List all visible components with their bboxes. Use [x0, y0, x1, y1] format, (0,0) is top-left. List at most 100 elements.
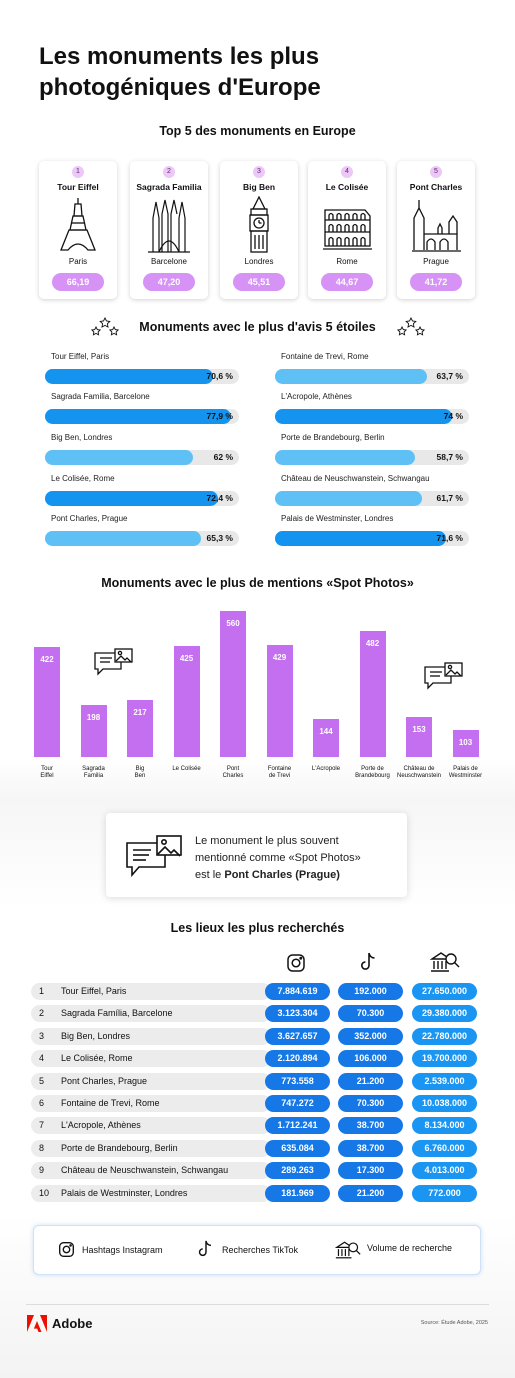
tiktok-value: 70.300: [338, 1095, 403, 1112]
rank-badge: 3: [253, 166, 265, 178]
rating-label: Fontaine de Trevi, Rome: [281, 352, 369, 361]
rating-label: Tour Eiffel, Paris: [51, 352, 110, 361]
row-name: Le Colisée, Rome: [61, 1053, 133, 1064]
monument-card: 3 Big Ben Londres 45,51: [220, 161, 298, 299]
search-volume-value: 29.380.000: [412, 1005, 477, 1023]
chart-bar: [80, 705, 107, 757]
ratings-heading: Monuments avec le plus d'avis 5 étoiles: [139, 320, 376, 334]
rating-value: 63,7 %: [436, 371, 463, 381]
category-label-line: Sagrada: [82, 766, 105, 772]
instagram-value: 289.263: [265, 1162, 330, 1180]
row-name: Fontaine de Trevi, Rome: [61, 1098, 160, 1108]
tiktok-icon: [359, 951, 379, 978]
bar-value-label: 560: [226, 619, 240, 628]
row-rank: 1: [39, 986, 45, 996]
table-row: 5 Pont Charles, Prague 773.558 21.200 2.539.…: [31, 1072, 481, 1090]
table-row: 1 Tour Eiffel, Paris 7.884.619 192.000 27.65…: [31, 983, 481, 1000]
monument-score: 66,19: [52, 273, 104, 291]
instagram-value: 7.884.619: [265, 983, 330, 1000]
monument-score: 45,51: [233, 273, 285, 291]
category-label: L'Acropole: [300, 766, 352, 773]
monument-name: Tour Eiffel: [57, 182, 99, 192]
chart-bar: [34, 646, 60, 757]
bar-value-label: 425: [179, 654, 194, 664]
monument-city: Paris: [68, 257, 88, 266]
row-rank: 4: [39, 1053, 45, 1064]
monument-card: 4 Le Colisée Rome 44,67: [308, 161, 386, 299]
table-row: 10 Palais de Westminster, Londres 181.969 2…: [31, 1184, 481, 1202]
bar-value-label: 422: [40, 654, 54, 664]
row-background: [31, 1139, 271, 1157]
search-volume-value: 2.539.000: [412, 1072, 477, 1090]
category-label: Sagrada Familia: [68, 766, 120, 780]
rank-badge: 1: [72, 166, 84, 178]
category-label-line: Ben: [134, 773, 146, 779]
category-label-line: Neuschwanstein: [396, 773, 442, 779]
table-row: 9 Château de Neuschwanstein, Schwangau 289…: [31, 1162, 481, 1180]
category-label-line: Tour: [41, 766, 53, 772]
tiktok-value: 70.300: [338, 1005, 403, 1023]
rating-label: Sagrada Familia, Barcelone: [51, 392, 150, 401]
table-row: 7 L'Acropole, Athènes 1.712.241 38.700 8.134…: [31, 1117, 481, 1135]
table-row: 4 Le Colisée, Rome 2.120.894 106.000 19.700.…: [31, 1050, 481, 1068]
row-rank: 2: [39, 1008, 45, 1019]
bar-value-label: 217: [133, 708, 147, 718]
category-label-line: L'Acropole: [311, 766, 341, 772]
monument-illustration-icon: [148, 199, 190, 253]
category-label-line: Charles: [222, 773, 244, 779]
row-name: Château de Neuschwanstein, Schwangau: [61, 1165, 229, 1176]
rating-value: 74 %: [443, 411, 463, 421]
instagram-value: 2.120.894: [265, 1050, 330, 1068]
bar-value-label: 482: [365, 639, 380, 649]
category-label: Le Colisée: [161, 766, 213, 773]
searched-heading: Les lieux les plus recherchés: [170, 921, 345, 935]
monument-score: 44,67: [321, 273, 373, 291]
category-label-line: Brandebourg: [355, 773, 390, 779]
search-volume-value: 10.038.000: [412, 1095, 477, 1112]
monument-name: Big Ben: [242, 182, 276, 192]
rating-bar: [45, 450, 193, 465]
rating-bar: [275, 409, 452, 424]
row-background: [31, 1005, 271, 1023]
row-name: Big Ben, Londres: [61, 1030, 131, 1041]
category-label: Big Ben: [114, 766, 166, 780]
rating-value: 70,6 %: [206, 371, 233, 381]
rating-value: 61,7 %: [436, 493, 463, 503]
chart-bar: [173, 646, 200, 757]
monument-illustration-icon: [323, 209, 372, 250]
rating-label: Porte de Brandebourg, Berlin: [281, 433, 385, 442]
search-volume-value: 8.134.000: [412, 1117, 477, 1135]
legend-box: Hashtags Instagram Recherches TikTok Vol…: [33, 1225, 481, 1275]
table-row: 8 Porte de Brandebourg, Berlin 635.084 38.7…: [31, 1139, 481, 1157]
monument-city: Rome: [336, 257, 358, 266]
row-background: [31, 1072, 271, 1090]
row-background: [31, 983, 271, 1000]
callout-highlight: Pont Charles (Prague): [224, 869, 340, 881]
monument-card: 1 Tour Eiffel Paris 66,19: [39, 161, 117, 299]
tiktok-value: 21.200: [338, 1072, 403, 1090]
top5-heading: Top 5 des monuments en Europe: [159, 124, 356, 138]
bar-value-label: 153: [412, 725, 426, 735]
source-note: Source: Étude Adobe, 2025: [420, 1320, 488, 1326]
monument-city: Barcelone: [150, 257, 188, 266]
rank-badge: 2: [163, 166, 175, 178]
instagram-value: 3.627.657: [265, 1027, 330, 1045]
tiktok-value: 38.700: [338, 1117, 403, 1135]
search-volume-value: 4.013.000: [412, 1162, 477, 1180]
category-label-line: Palais de: [453, 766, 478, 772]
rating-bar: [45, 409, 231, 424]
rating-value: 72,4 %: [206, 493, 233, 503]
rank-badge: 5: [430, 166, 442, 178]
monument-card: 2 Sagrada Familia Barcelone 47,20: [130, 161, 208, 299]
search-volume-icon: [335, 1241, 361, 1259]
table-row: 6 Fontaine de Trevi, Rome 747.272 70.300 10.…: [31, 1095, 481, 1112]
instagram-value: 1.712.241: [265, 1117, 330, 1135]
row-background: [31, 1184, 271, 1202]
legend-instagram: Hashtags Instagram: [82, 1245, 163, 1255]
row-name: Tour Eiffel, Paris: [61, 986, 127, 996]
category-label: Palais de Westminster: [440, 766, 492, 780]
row-name: L'Acropole, Athènes: [61, 1120, 141, 1131]
rating-bar: [275, 450, 416, 465]
monument-name: Pont Charles: [409, 182, 463, 192]
rating-value: 77,9 %: [206, 411, 233, 421]
